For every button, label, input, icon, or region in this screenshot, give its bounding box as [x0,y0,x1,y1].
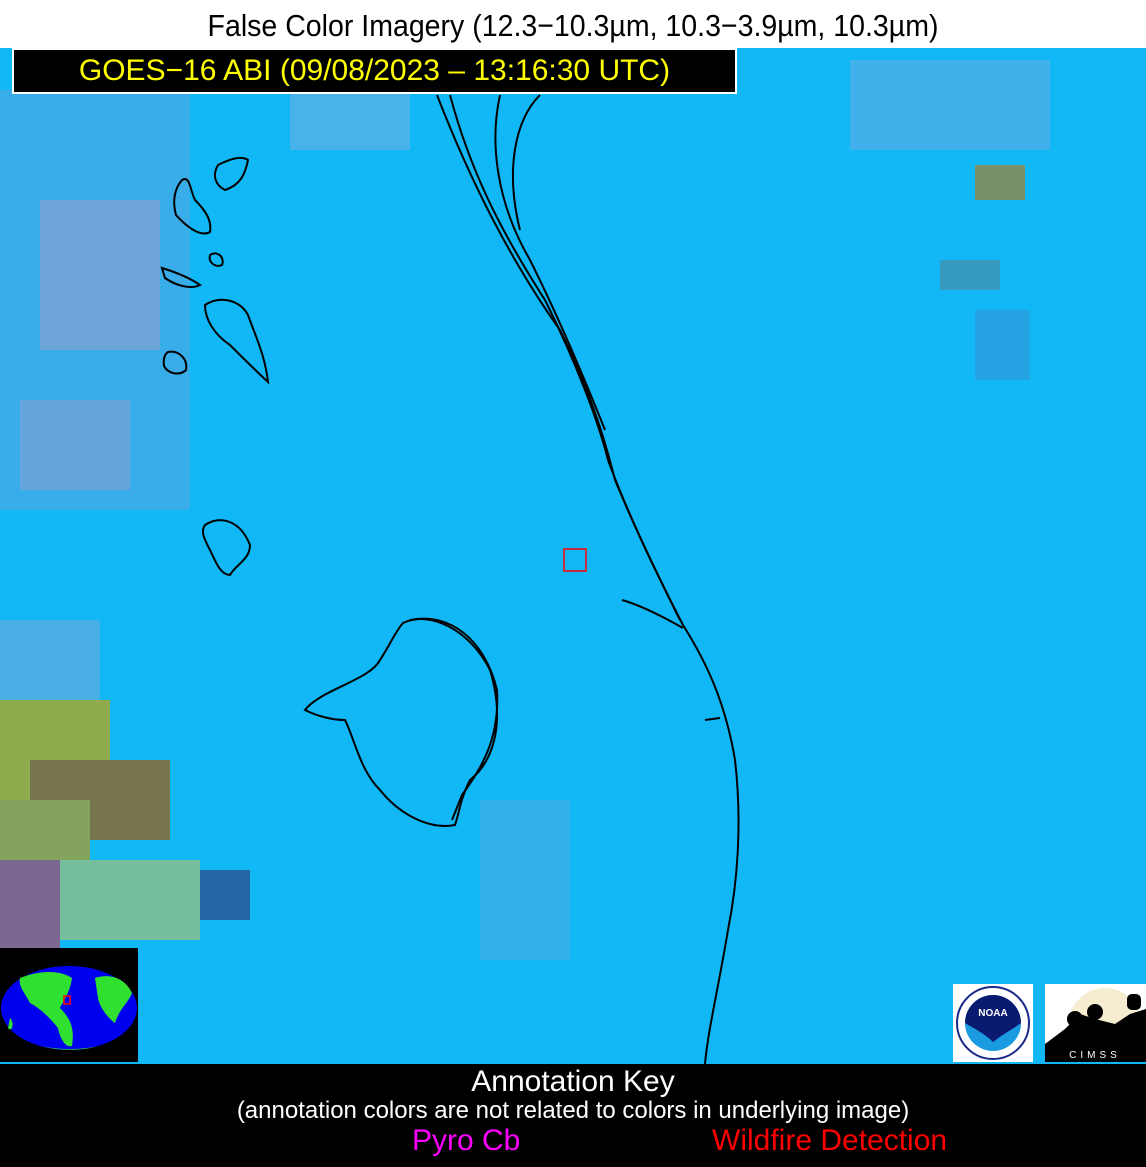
globe-land [8,972,132,1050]
cimss-logo: CIMSS [1045,984,1146,1062]
wildfire-detection-marker [563,548,587,572]
satellite-timestamp-label: GOES−16 ABI (09/08/2023 – 13:16:30 UTC) [12,48,737,94]
satellite-map [0,48,1146,1064]
image-title: False Color Imagery (12.3−10.3µm, 10.3−3… [45,0,1101,48]
legend-pyro-cb: Pyro Cb [412,1124,521,1157]
annotation-key-subtitle: (annotation colors are not related to co… [236,1097,910,1124]
annotation-key-title: Annotation Key [471,1065,675,1098]
coastline [160,94,740,1064]
cloud-patches [0,60,1050,960]
locator-box [63,995,71,1005]
noaa-logo: NOAA [953,984,1033,1062]
globe-locator-inset [0,948,138,1062]
legend-wildfire-detection: Wildfire Detection [712,1124,948,1157]
svg-text:CIMSS: CIMSS [1069,1050,1121,1061]
svg-text:NOAA: NOAA [978,1008,1007,1019]
annotation-key: Annotation Key (annotation colors are no… [0,1064,1146,1167]
